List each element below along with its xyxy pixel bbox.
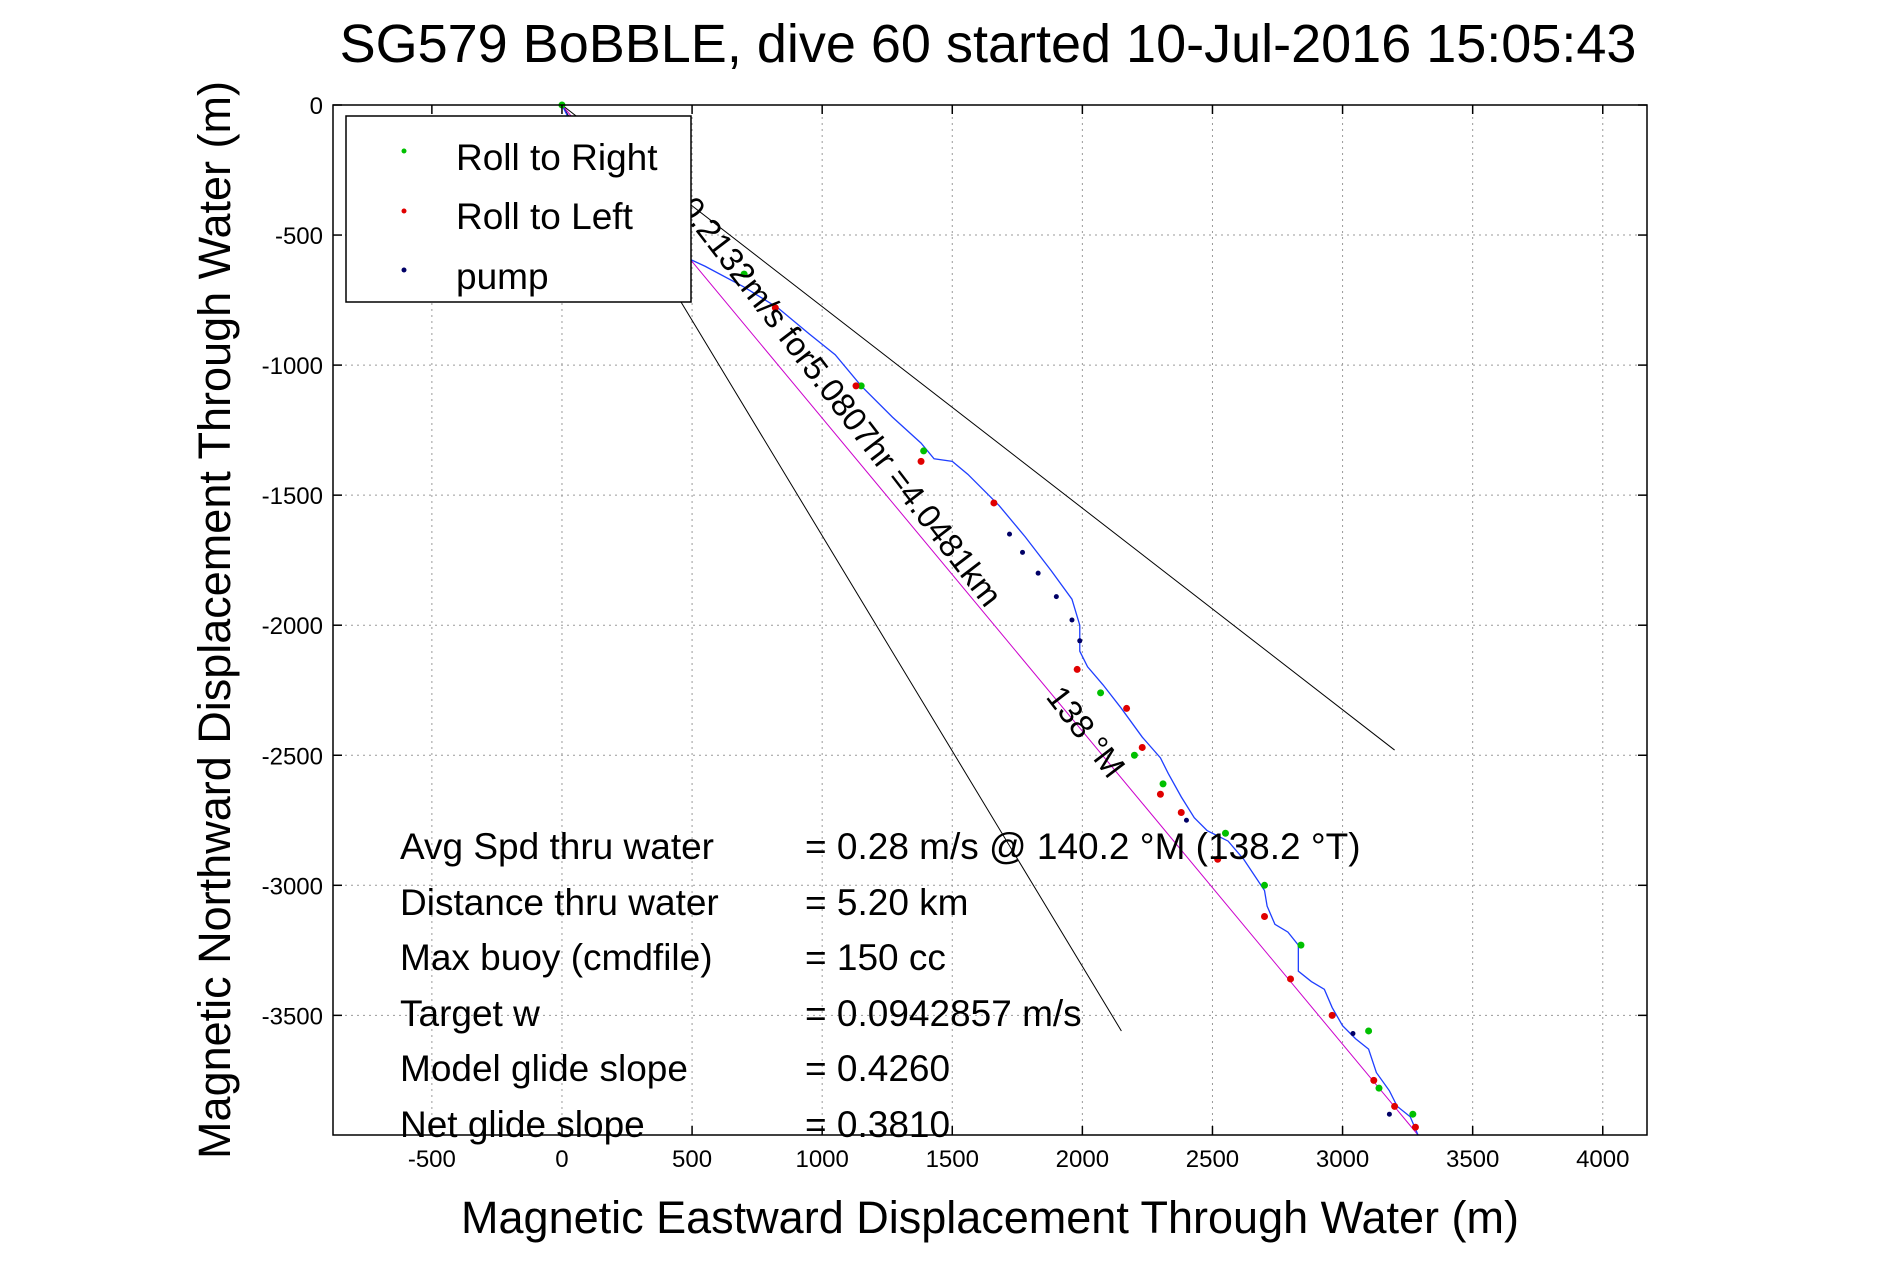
roll-left-point (1214, 855, 1222, 863)
x-tick-label: 0 (555, 1146, 568, 1173)
track (561, 104, 1419, 1136)
heading-annotation: 138 °M (1039, 679, 1132, 785)
x-tick-label: 3500 (1446, 1146, 1499, 1173)
roll-left-point (1123, 704, 1131, 712)
y-tick-label: -500 (275, 223, 323, 250)
legend-label-roll-left: Roll to Left (456, 196, 634, 237)
roll-left-point (771, 304, 779, 312)
stat-value: = 5.20 km (805, 882, 969, 923)
roll-right-point (1365, 1027, 1373, 1035)
data-points (558, 101, 1419, 1131)
pump-point (1077, 638, 1083, 644)
roll-left-point (1177, 808, 1185, 816)
roll-left-point (1411, 1123, 1419, 1131)
pump-point (1020, 549, 1026, 555)
y-tick-label: -3500 (262, 1003, 323, 1030)
stat-value: = 150 cc (805, 937, 946, 978)
y-tick-label: -1000 (262, 353, 323, 380)
pump-point (1007, 531, 1013, 537)
heading-cone-right-line (561, 104, 1395, 751)
chart-title: SG579 BoBBLE, dive 60 started 10-Jul-201… (340, 14, 1637, 74)
grid (333, 104, 1647, 1135)
stat-label: Avg Spd thru water (400, 826, 714, 867)
legend: Roll to Right Roll to Left pump (345, 115, 692, 303)
y-tick-label: 0 (310, 93, 323, 120)
x-axis-label: Magnetic Eastward Displacement Through W… (461, 1192, 1519, 1243)
stat-label: Net glide slope (400, 1104, 645, 1145)
y-tick-label: -2000 (262, 613, 323, 640)
x-axis-ticks: -500 0 500 1000 1500 2000 2500 3000 3500 4000 (408, 105, 1629, 1173)
x-tick-label: 3000 (1316, 1146, 1369, 1173)
stat-label: Target w (400, 993, 540, 1034)
roll-right-point (1130, 751, 1138, 759)
roll-left-point (1328, 1011, 1336, 1019)
legend-label-roll-right: Roll to Right (456, 137, 658, 178)
legend-marker-roll-left (401, 208, 407, 214)
roll-right-point (1261, 881, 1269, 889)
pump-point (1350, 1031, 1356, 1037)
roll-right-point (1159, 780, 1167, 788)
y-axis-label: Magnetic Northward Displacement Through … (189, 81, 240, 1159)
glider-track-line (561, 104, 1419, 1136)
x-tick-label: 1000 (795, 1146, 848, 1173)
roll-left-point (990, 499, 998, 507)
y-tick-label: -2500 (262, 743, 323, 770)
stat-label: Distance thru water (400, 882, 719, 923)
stat-label: Max buoy (cmdfile) (400, 937, 713, 978)
stat-value: = 0.0942857 m/s (805, 993, 1082, 1034)
roll-right-point (857, 382, 865, 390)
legend-label-pump: pump (456, 256, 549, 297)
x-tick-label: 2500 (1186, 1146, 1239, 1173)
roll-right-point (1221, 829, 1229, 837)
x-tick-label: 500 (672, 1146, 712, 1173)
roll-left-point (852, 382, 860, 390)
stat-value: = 0.4260 (805, 1048, 950, 1089)
y-tick-label: -3000 (262, 873, 323, 900)
roll-right-point (920, 447, 928, 455)
y-tick-label: -1500 (262, 483, 323, 510)
stat-value: = 0.28 m/s @ 140.2 °M (138.2 °T) (805, 826, 1361, 867)
heading-reference-line (561, 104, 1419, 1136)
roll-left-point (1073, 665, 1081, 673)
roll-right-point (740, 270, 748, 278)
roll-left-point (1261, 913, 1269, 921)
roll-left-point (1138, 743, 1146, 751)
roll-left-point (917, 457, 925, 465)
current-annotation: 0.2132m/s for5.0807hr =4.0481km (672, 190, 1009, 614)
roll-left-point (1391, 1102, 1399, 1110)
legend-marker-roll-right (401, 148, 407, 154)
pump-point (1386, 1111, 1392, 1117)
pump-point (1035, 570, 1041, 576)
x-tick-label: -500 (408, 1146, 456, 1173)
roll-right-point (1409, 1110, 1417, 1118)
roll-left-point (1156, 790, 1164, 798)
pump-point (1183, 817, 1189, 823)
x-tick-label: 4000 (1576, 1146, 1629, 1173)
plot-frame (332, 104, 1648, 1136)
roll-right-point (1297, 941, 1305, 949)
stat-label: Model glide slope (400, 1048, 688, 1089)
roll-left-point (1287, 975, 1295, 983)
x-tick-label: 1500 (926, 1146, 979, 1173)
roll-right-point (1097, 689, 1105, 697)
roll-left-point (1370, 1076, 1378, 1084)
stats-block: Avg Spd thru water = 0.28 m/s @ 140.2 °M… (400, 826, 1361, 1145)
y-axis-ticks: 0 -500 -1000 -1500 -2000 -2500 -3000 -3500 (262, 93, 1647, 1030)
pump-point (1069, 617, 1075, 623)
x-tick-label: 2000 (1056, 1146, 1109, 1173)
stat-value: = 0.3810 (805, 1104, 950, 1145)
legend-marker-pump (401, 267, 407, 273)
pump-point (1053, 594, 1059, 600)
roll-right-point (1375, 1084, 1383, 1092)
